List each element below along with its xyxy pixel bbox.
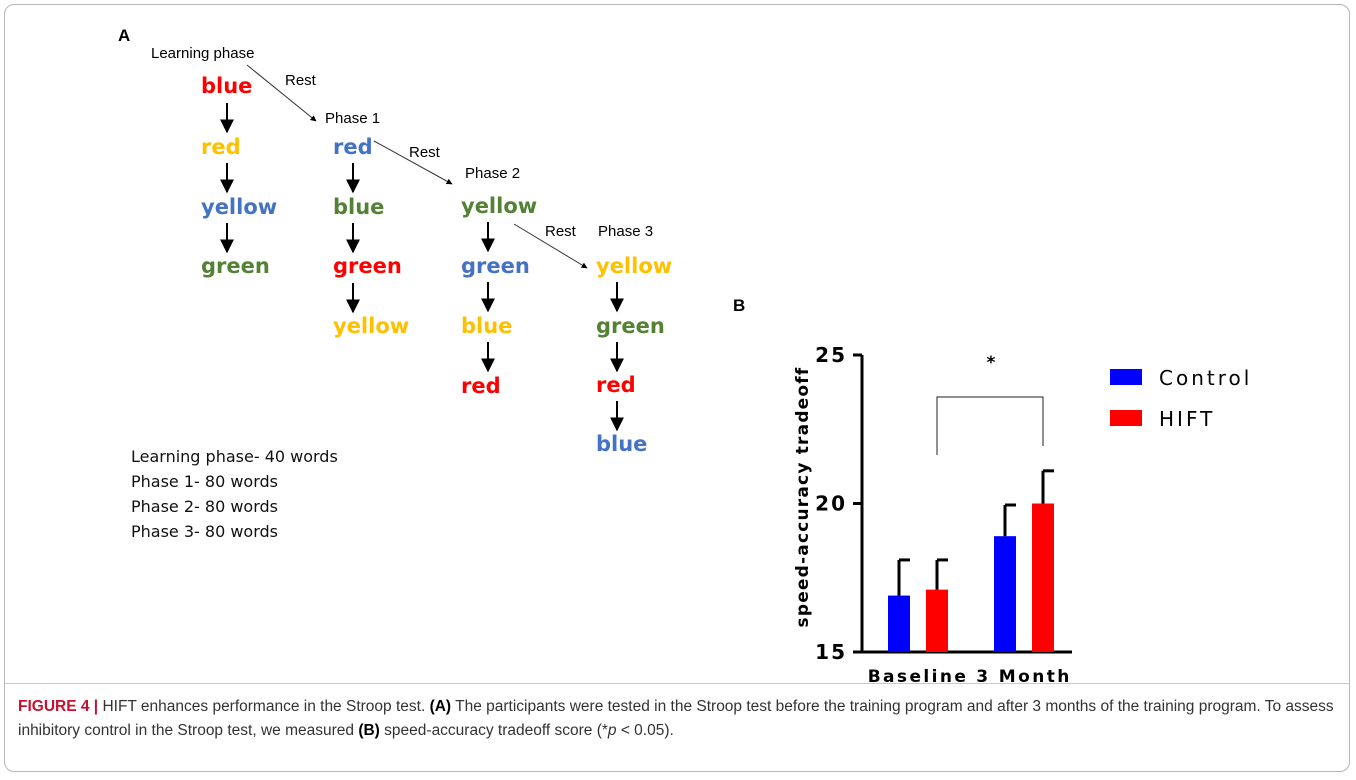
chart-legend: Control HIFT xyxy=(1110,366,1252,431)
phase-word-counts: Learning phase- 40 words Phase 1- 80 wor… xyxy=(131,444,338,544)
bar-control-1 xyxy=(994,536,1016,652)
legend-label-control: Control xyxy=(1159,366,1252,390)
legend-label-hift: HIFT xyxy=(1159,407,1215,431)
summary-line: Learning phase- 40 words xyxy=(131,447,338,466)
significance-label: * xyxy=(987,353,996,373)
panel-b-letter: B xyxy=(733,296,746,315)
stroop-word-learning-4: green xyxy=(201,254,270,278)
bar-hift-0 xyxy=(926,589,948,652)
legend-swatch-control xyxy=(1110,369,1142,385)
p-symbol: p xyxy=(607,722,617,739)
significance-bracket: * xyxy=(936,353,1044,455)
stroop-word-phase1-4: yellow xyxy=(333,314,410,338)
caption-part-a-label: (A) xyxy=(429,698,452,715)
stroop-word-phase1-3: green xyxy=(333,254,402,278)
caption-divider xyxy=(5,683,1349,684)
y-tick-label: 15 xyxy=(815,640,847,664)
column-title-phase-1: Phase 1 xyxy=(325,110,381,127)
stroop-word-phase2-4: red xyxy=(461,374,501,398)
stroop-word-phase1-2: blue xyxy=(333,195,385,219)
y-tick-label: 20 xyxy=(815,492,847,516)
caption-part-b-end: < 0.05). xyxy=(616,722,674,739)
stroop-word-learning-1: blue xyxy=(201,74,253,98)
column-title-learning: Learning phase xyxy=(151,45,255,62)
stroop-word-phase3-2: green xyxy=(596,314,665,338)
caption-title: HIFT enhances performance in the Stroop … xyxy=(102,698,426,715)
chart-ticks: 15 20 25 Baseline 3 Month xyxy=(815,343,1071,687)
caption-separator: | xyxy=(93,698,99,715)
y-tick-label: 25 xyxy=(815,343,847,367)
caption-part-b-label: (B) xyxy=(358,722,380,739)
x-tick-label: Baseline xyxy=(868,667,969,687)
stroop-word-phase2-3: blue xyxy=(461,314,513,338)
summary-line: Phase 1- 80 words xyxy=(131,472,279,491)
y-axis-label: speed-accuracy tradeoff xyxy=(793,367,813,628)
summary-line: Phase 3- 80 words xyxy=(131,522,279,541)
stroop-word-phase1-1: red xyxy=(333,135,373,159)
figure-label: FIGURE 4 xyxy=(18,698,90,715)
chart-bars xyxy=(888,469,1054,652)
stroop-word-phase3-4: blue xyxy=(596,432,648,456)
figure-caption: FIGURE 4 | HIFT enhances performance in … xyxy=(18,695,1338,743)
stroop-word-phase2-1: yellow xyxy=(461,194,538,218)
caption-part-b-text: speed-accuracy tradeoff score (* xyxy=(384,722,608,739)
bar-control-0 xyxy=(888,595,910,652)
summary-line: Phase 2- 80 words xyxy=(131,497,279,516)
column-title-phase-2: Phase 2 xyxy=(465,165,521,182)
panel-a-letter: A xyxy=(118,26,131,45)
caption-part-a-text: The participants were tested in the Stro… xyxy=(18,698,1334,739)
figure-frame xyxy=(4,4,1350,772)
x-tick-label: 3 Month xyxy=(976,667,1071,687)
stroop-word-phase3-3: red xyxy=(596,373,636,397)
column-title-phase-3: Phase 3 xyxy=(598,223,654,240)
stroop-word-learning-3: yellow xyxy=(201,195,278,219)
stroop-word-phase3-1: yellow xyxy=(596,254,673,278)
bar-hift-1 xyxy=(1032,503,1054,652)
stroop-word-learning-2: red xyxy=(201,135,241,159)
bracket-line xyxy=(936,396,1044,455)
legend-swatch-hift xyxy=(1110,410,1142,426)
